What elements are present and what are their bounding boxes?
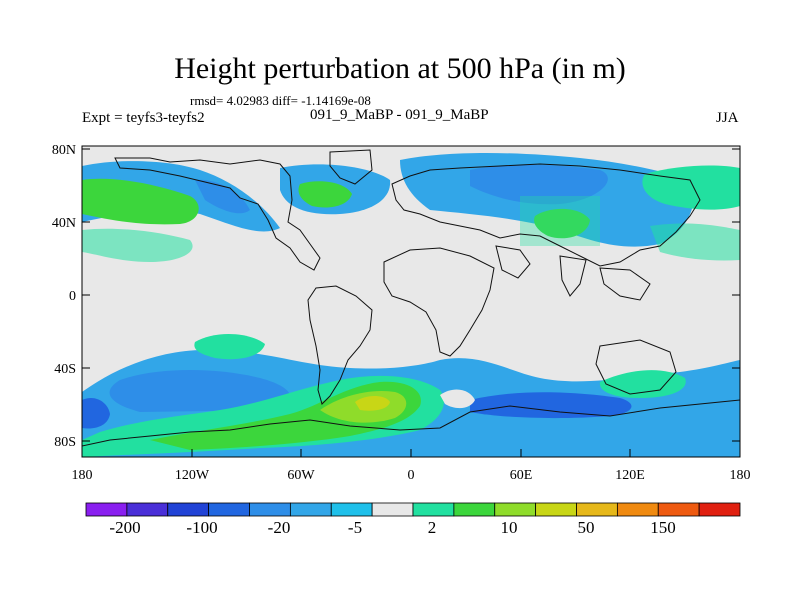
contour-teal-south-islet: [194, 333, 265, 360]
coast-europe-asia: [391, 163, 701, 267]
longitude-labels: 180 120W 60W 0 60E 120E 180: [72, 468, 751, 483]
colorbar-box: [412, 502, 455, 517]
colorbar-label-2: 2: [428, 518, 437, 537]
colorbar-label-50: 50: [578, 518, 595, 537]
lon-label-180w: 180: [72, 468, 93, 483]
latitude-tick-marks: [82, 148, 740, 442]
colorbar-labels: -200 -100 -20 -5 2 10 50 150: [109, 518, 675, 537]
colorbar-label-150: 150: [650, 518, 676, 537]
colorbar-box: [289, 502, 332, 517]
lat-label-80n: 80N: [52, 143, 76, 158]
contour-light-teal-east: [650, 223, 740, 261]
contour-blue-south-east: [470, 392, 632, 419]
lon-label-60e: 60E: [510, 468, 533, 483]
coast-arabia: [495, 245, 531, 279]
colorbar-box: [616, 502, 659, 517]
lon-label-0: 0: [408, 468, 415, 483]
contour-light-teal-west: [82, 228, 193, 262]
lat-label-0: 0: [69, 289, 76, 304]
season-label: JJA: [716, 110, 739, 126]
contour-teal-southeast: [599, 370, 686, 398]
colorbar-label-10: 10: [501, 518, 518, 537]
coast-australia: [595, 339, 677, 395]
contour-field: [82, 146, 740, 457]
contour-green-north-east: [534, 208, 590, 239]
colorbar-label-neg100: -100: [186, 518, 217, 537]
lat-label-40s: 40S: [54, 362, 76, 377]
lon-label-120e: 120E: [615, 468, 645, 483]
colorbar-box: [85, 502, 128, 517]
colorbar-box: [126, 502, 169, 517]
stats-label: rmsd= 4.02983 diff= -1.14169e-08: [190, 93, 371, 108]
colorbar-box: [167, 502, 210, 517]
contour-green-north-west: [82, 178, 199, 225]
coast-india: [559, 255, 587, 297]
colorbar-box: [494, 502, 537, 517]
colorbar: [85, 502, 741, 517]
experiment-label: Expt = teyfs3-teyfs2: [82, 110, 205, 126]
colorbar-box: [208, 502, 250, 517]
colorbar-label-neg5: -5: [348, 518, 362, 537]
latitude-labels: 80N 40N 0 40S 80S: [52, 143, 76, 450]
coastlines: [82, 149, 740, 447]
contour-yellow-south: [355, 396, 390, 411]
contour-darkblue-south: [109, 370, 291, 412]
longitude-tick-marks: [81, 449, 741, 457]
colorbar-box: [330, 502, 373, 517]
contour-southern-white-gap: [440, 389, 475, 409]
coast-south-america: [307, 285, 373, 405]
lon-label-60w: 60W: [287, 468, 315, 483]
lat-label-80s: 80S: [54, 435, 76, 450]
colorbar-box: [657, 502, 700, 517]
contour-darkblue-north-east: [470, 164, 608, 205]
contour-green-north-center: [298, 181, 352, 208]
lon-label-120w: 120W: [175, 468, 210, 483]
colorbar-label-neg20: -20: [268, 518, 291, 537]
colorbar-box: [535, 502, 577, 517]
map-title: Height perturbation at 500 hPa (in m): [174, 52, 626, 85]
colorbar-box: [453, 502, 496, 517]
coast-southeast-asia: [599, 267, 651, 301]
comparison-label: 091_9_MaBP - 091_9_MaBP: [310, 107, 489, 123]
colorbar-box: [249, 502, 291, 517]
lon-label-180e: 180: [730, 468, 751, 483]
colorbar-box: [371, 502, 414, 517]
contour-darkblue-north-west: [195, 179, 250, 214]
contour-blue-sw-corner: [82, 397, 110, 429]
coast-africa: [383, 247, 495, 357]
coast-greenland: [329, 149, 373, 185]
colorbar-label-neg200: -200: [109, 518, 140, 537]
lat-label-40n: 40N: [52, 216, 76, 231]
contour-teal-north-east-rim: [520, 196, 600, 246]
colorbar-box: [698, 502, 741, 517]
coast-north-america: [114, 157, 321, 271]
colorbar-box: [576, 502, 618, 517]
coast-antarctica: [82, 399, 740, 447]
